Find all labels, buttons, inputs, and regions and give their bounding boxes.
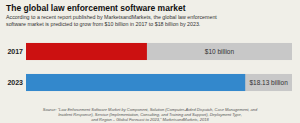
category-label: 2017	[7, 48, 23, 55]
subtitle: According to a recent report published b…	[6, 14, 296, 28]
range-track	[26, 74, 292, 91]
bars	[26, 43, 292, 91]
bar	[26, 74, 245, 91]
source-note: Source: “Law Enforcement Software Market…	[2, 107, 298, 122]
data-label: $18.13 billion	[249, 79, 288, 86]
range-track	[26, 43, 292, 60]
title: The global law enforcement software mark…	[6, 3, 296, 13]
bar	[26, 43, 147, 60]
chart: 2017 $10 billion 2023 $18.13 billion	[0, 30, 300, 104]
category-label: 2023	[7, 79, 23, 86]
data-label: $10 billion	[205, 48, 235, 55]
labels: 2017 $10 billion 2023 $18.13 billion	[7, 48, 288, 86]
